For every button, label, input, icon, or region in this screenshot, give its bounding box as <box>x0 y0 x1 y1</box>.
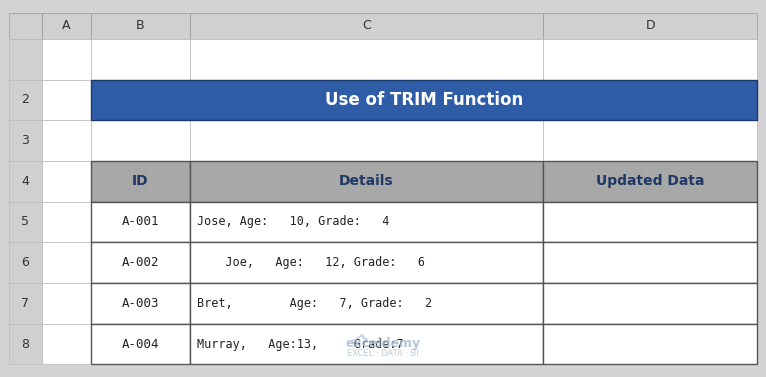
Bar <box>190 12 543 39</box>
Polygon shape <box>352 334 368 340</box>
Bar <box>190 202 543 242</box>
Text: Bret,        Age:   7, Grade:   2: Bret, Age: 7, Grade: 2 <box>198 297 433 310</box>
Bar <box>91 39 190 80</box>
Bar <box>91 120 190 161</box>
Text: Joe,   Age:   12, Grade:   6: Joe, Age: 12, Grade: 6 <box>198 256 425 269</box>
Bar <box>91 12 190 39</box>
Bar <box>543 324 757 365</box>
Text: exceldemy: exceldemy <box>345 337 421 350</box>
Bar <box>190 242 543 283</box>
Bar <box>543 120 757 161</box>
Text: A-003: A-003 <box>122 297 159 310</box>
Bar <box>543 202 757 242</box>
Bar <box>190 161 543 202</box>
Bar <box>190 283 543 324</box>
Bar <box>9 39 42 80</box>
Text: 8: 8 <box>21 337 29 351</box>
Bar <box>91 161 190 202</box>
Text: A: A <box>62 19 70 32</box>
Bar <box>190 283 543 324</box>
Bar <box>91 324 190 365</box>
Bar <box>9 80 42 120</box>
Bar <box>91 242 190 283</box>
Text: C: C <box>362 19 371 32</box>
Bar <box>543 283 757 324</box>
Text: Updated Data: Updated Data <box>596 174 705 188</box>
Bar <box>543 242 757 283</box>
Bar <box>42 39 91 80</box>
Text: B: B <box>136 19 145 32</box>
Text: A-004: A-004 <box>122 337 159 351</box>
Bar <box>543 324 757 365</box>
Bar <box>190 324 543 365</box>
Bar <box>9 324 42 365</box>
Bar <box>543 202 757 242</box>
Bar <box>42 120 91 161</box>
Bar <box>190 242 543 283</box>
Bar <box>190 80 543 120</box>
Bar <box>543 12 757 39</box>
Bar <box>190 202 543 242</box>
Bar <box>9 242 42 283</box>
Bar <box>42 161 91 202</box>
Bar <box>42 12 91 39</box>
Bar <box>91 283 190 324</box>
Text: 2: 2 <box>21 93 29 106</box>
Bar <box>9 161 42 202</box>
Bar <box>543 80 757 120</box>
Bar <box>42 80 91 120</box>
Text: 4: 4 <box>21 175 29 188</box>
Bar <box>91 161 190 202</box>
Bar <box>91 80 757 120</box>
Text: Details: Details <box>339 174 394 188</box>
Text: Jose, Age:   10, Grade:   4: Jose, Age: 10, Grade: 4 <box>198 215 390 228</box>
Bar <box>91 80 190 120</box>
Text: Murray,   Age:13,     Grade:7: Murray, Age:13, Grade:7 <box>198 337 404 351</box>
Bar <box>9 202 42 242</box>
Bar <box>543 161 757 202</box>
Bar <box>42 283 91 324</box>
Bar <box>543 39 757 80</box>
Bar <box>9 12 42 39</box>
Bar <box>190 324 543 365</box>
Bar <box>543 283 757 324</box>
Text: 6: 6 <box>21 256 29 269</box>
Bar <box>190 161 543 202</box>
Text: 3: 3 <box>21 134 29 147</box>
Bar <box>91 202 190 242</box>
Bar <box>543 242 757 283</box>
Text: 5: 5 <box>21 215 29 228</box>
Bar <box>9 283 42 324</box>
Bar <box>190 120 543 161</box>
Bar <box>91 283 190 324</box>
Bar <box>91 324 190 365</box>
Text: EXCEL · DATA · BI: EXCEL · DATA · BI <box>347 349 419 358</box>
Bar <box>9 120 42 161</box>
Bar <box>42 202 91 242</box>
Text: A-002: A-002 <box>122 256 159 269</box>
Text: ID: ID <box>133 174 149 188</box>
Text: D: D <box>645 19 655 32</box>
Bar <box>42 324 91 365</box>
Bar <box>543 161 757 202</box>
Text: A-001: A-001 <box>122 215 159 228</box>
Text: Use of TRIM Function: Use of TRIM Function <box>325 91 523 109</box>
Bar <box>91 202 190 242</box>
Bar <box>91 242 190 283</box>
Bar <box>42 242 91 283</box>
Bar <box>190 39 543 80</box>
Text: 7: 7 <box>21 297 29 310</box>
